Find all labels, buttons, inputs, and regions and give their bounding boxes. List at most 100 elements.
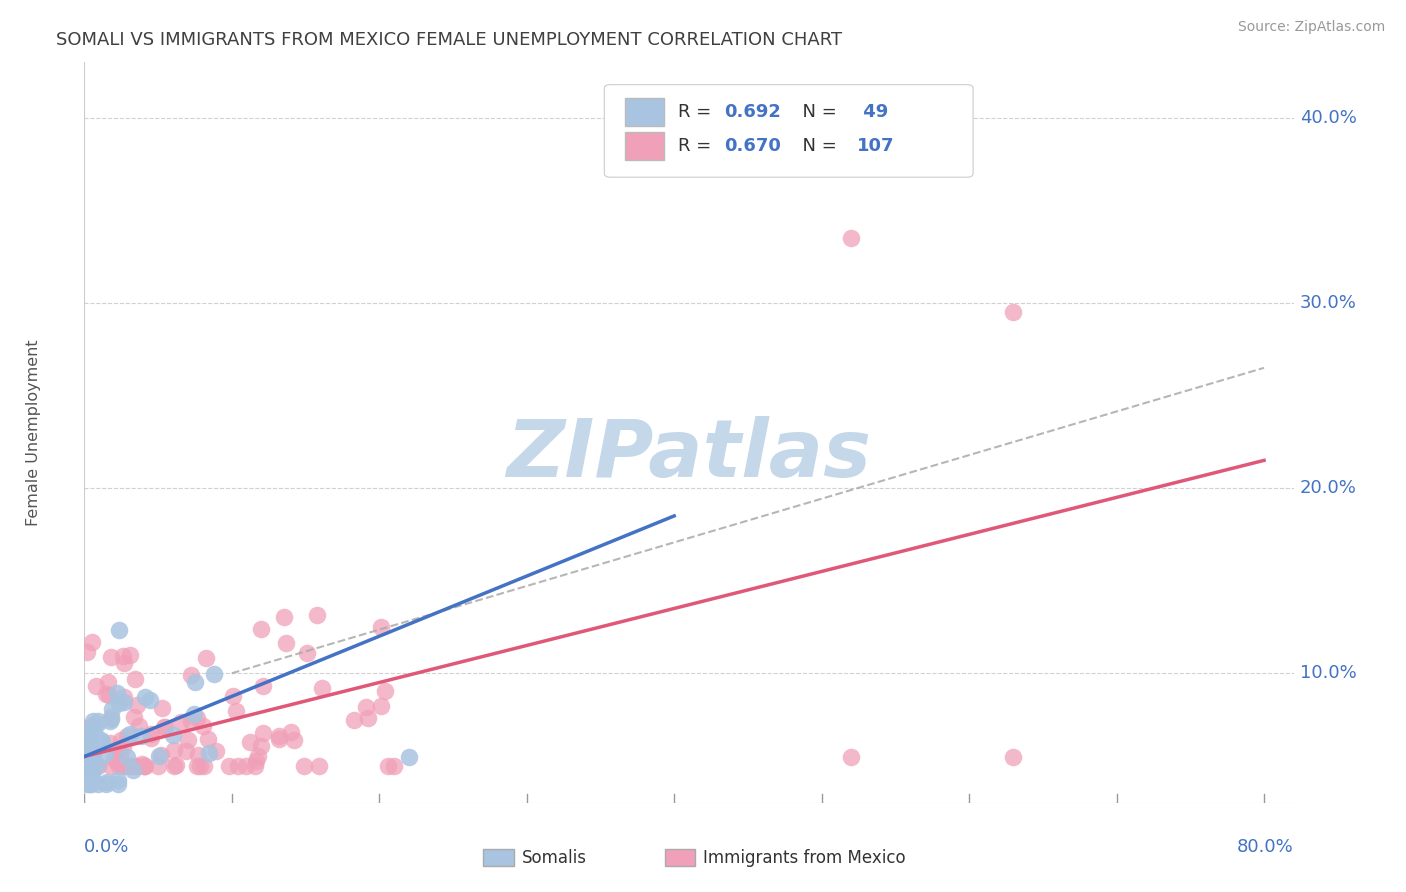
Point <box>163 758 186 772</box>
Text: N =: N = <box>790 137 842 155</box>
Point <box>90 735 112 749</box>
Point <box>226 758 249 772</box>
Point <box>84 679 107 693</box>
Point <box>82 747 104 762</box>
Point <box>134 690 156 704</box>
Point <box>77 773 100 788</box>
Point <box>305 607 328 622</box>
Point <box>162 728 184 742</box>
Point <box>101 702 124 716</box>
Text: 30.0%: 30.0% <box>1299 294 1357 312</box>
Point <box>374 683 396 698</box>
Text: 20.0%: 20.0% <box>1299 479 1357 497</box>
Point <box>80 777 103 791</box>
Point <box>118 726 141 740</box>
Point <box>134 758 156 772</box>
Text: 49: 49 <box>858 103 889 121</box>
Point <box>129 729 152 743</box>
Point <box>269 731 291 746</box>
Point <box>131 757 153 772</box>
Point <box>180 714 202 728</box>
Point <box>357 711 380 725</box>
Point <box>165 757 187 772</box>
Point <box>125 758 148 772</box>
Point <box>111 758 134 772</box>
Point <box>79 764 101 779</box>
Text: 0.670: 0.670 <box>724 137 780 155</box>
Point <box>82 721 104 735</box>
Text: R =: R = <box>678 137 717 155</box>
Point <box>155 720 177 734</box>
Point <box>87 777 110 791</box>
Point <box>79 721 101 735</box>
Text: 40.0%: 40.0% <box>1299 109 1357 127</box>
Point <box>100 712 122 726</box>
Point <box>398 749 420 764</box>
Point <box>86 716 108 731</box>
Point <box>187 747 209 762</box>
Point <box>354 700 377 714</box>
Point <box>235 758 257 772</box>
Point <box>139 731 162 745</box>
Text: SOMALI VS IMMIGRANTS FROM MEXICO FEMALE UNEMPLOYMENT CORRELATION CHART: SOMALI VS IMMIGRANTS FROM MEXICO FEMALE … <box>56 31 842 49</box>
Point <box>105 741 128 756</box>
Point <box>193 758 215 772</box>
Point <box>186 711 208 725</box>
Point <box>274 636 297 650</box>
Point <box>94 687 117 701</box>
Point <box>153 720 176 734</box>
Point <box>107 777 129 791</box>
Point <box>139 726 162 740</box>
Point <box>107 686 129 700</box>
Point <box>180 668 202 682</box>
Point <box>82 714 104 728</box>
Point <box>112 648 135 663</box>
Point <box>193 719 215 733</box>
Point <box>112 656 135 670</box>
Point <box>195 651 218 665</box>
Point <box>382 758 405 772</box>
Point <box>225 704 247 718</box>
Point <box>77 731 100 745</box>
Point <box>247 749 270 764</box>
Point <box>75 738 97 752</box>
Point <box>103 752 125 766</box>
Point <box>107 773 129 788</box>
Point <box>115 729 138 743</box>
Point <box>100 710 122 724</box>
Point <box>311 681 333 695</box>
Point <box>250 739 273 753</box>
Point <box>124 672 146 686</box>
Point <box>97 688 120 702</box>
Point <box>295 647 318 661</box>
Point <box>245 754 267 768</box>
Point <box>148 748 170 763</box>
Point <box>174 743 197 757</box>
Point <box>124 758 146 772</box>
FancyBboxPatch shape <box>665 849 695 866</box>
Point <box>252 679 274 693</box>
Point <box>96 775 118 789</box>
Point <box>1002 749 1025 764</box>
Point <box>98 736 121 750</box>
Point <box>150 748 173 763</box>
Point <box>82 758 104 772</box>
Point <box>183 706 205 721</box>
Point <box>75 756 97 770</box>
Point <box>163 742 186 756</box>
Text: Immigrants from Mexico: Immigrants from Mexico <box>703 848 905 867</box>
Point <box>118 758 141 772</box>
Point <box>308 758 330 772</box>
Text: N =: N = <box>790 103 842 121</box>
Text: 10.0%: 10.0% <box>1299 665 1357 682</box>
Point <box>82 718 104 732</box>
Point <box>77 747 100 762</box>
Point <box>108 758 131 772</box>
Point <box>100 758 122 772</box>
Point <box>273 609 295 624</box>
Point <box>87 714 110 728</box>
Point <box>205 744 228 758</box>
Point <box>122 710 145 724</box>
Point <box>249 623 271 637</box>
Point <box>839 231 862 245</box>
